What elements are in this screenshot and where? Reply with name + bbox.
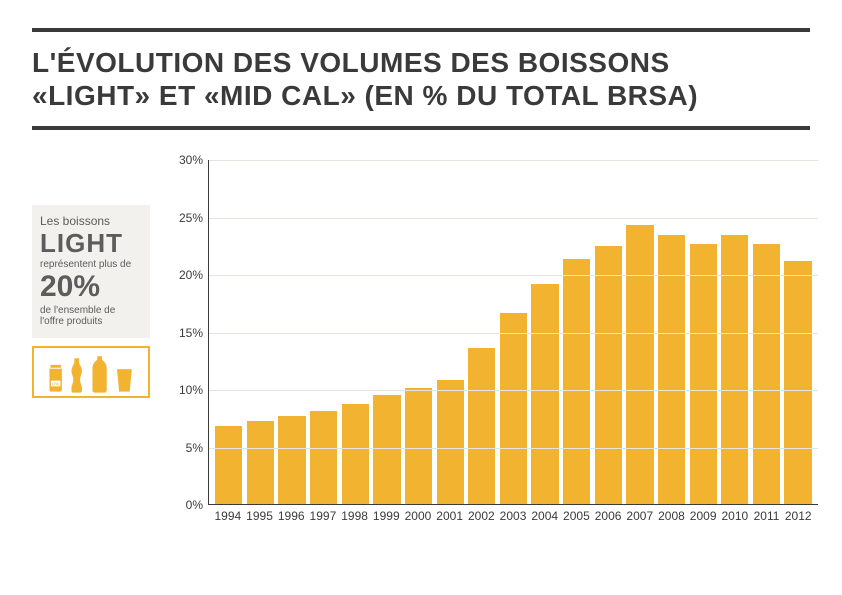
content-row: Les boissons LIGHT représentent plus de … xyxy=(32,160,810,523)
callout-percent: 20% xyxy=(40,270,142,305)
y-tick-label: 25% xyxy=(179,211,209,225)
x-tick-label: 2003 xyxy=(497,509,529,523)
bar xyxy=(753,244,780,504)
bar xyxy=(405,388,432,504)
bar xyxy=(215,426,242,504)
x-tick-label: 2010 xyxy=(719,509,751,523)
plot-area: 0%5%10%15%20%25%30% xyxy=(208,160,818,505)
callout-box: Les boissons LIGHT représentent plus de … xyxy=(32,205,150,398)
x-tick-label: 2000 xyxy=(402,509,434,523)
y-tick-label: 10% xyxy=(179,383,209,397)
x-tick-label: 2011 xyxy=(751,509,783,523)
bar-chart: 0%5%10%15%20%25%30% 19941995199619971998… xyxy=(208,160,818,523)
bar xyxy=(247,421,274,504)
callout-lead: Les boissons xyxy=(40,215,142,229)
bar xyxy=(437,380,464,504)
bar xyxy=(310,411,337,504)
x-tick-label: 2004 xyxy=(529,509,561,523)
callout-tail-2: l'offre produits xyxy=(40,316,142,328)
callout-big-word: LIGHT xyxy=(40,229,142,259)
callout-icons: 0% xyxy=(32,346,150,398)
y-tick-label: 20% xyxy=(179,268,209,282)
svg-text:0%: 0% xyxy=(52,381,60,387)
x-tick-label: 2009 xyxy=(687,509,719,523)
bar xyxy=(468,348,495,504)
beverage-icons: 0% xyxy=(36,352,146,394)
x-tick-label: 2012 xyxy=(782,509,814,523)
x-tick-label: 1999 xyxy=(370,509,402,523)
x-tick-label: 2007 xyxy=(624,509,656,523)
bar xyxy=(500,313,527,504)
bar xyxy=(373,395,400,504)
x-tick-label: 2002 xyxy=(466,509,498,523)
title-line-2: «LIGHT» ET «MID CAL» (EN % DU TOTAL BRSA… xyxy=(32,80,698,111)
chart-wrap: 0%5%10%15%20%25%30% 19941995199619971998… xyxy=(158,160,818,523)
x-axis-labels: 1994199519961997199819992000200120022003… xyxy=(208,505,818,523)
title-block: L'ÉVOLUTION DES VOLUMES DES BOISSONS «LI… xyxy=(32,28,810,130)
x-tick-label: 1997 xyxy=(307,509,339,523)
bar xyxy=(278,416,305,505)
bar xyxy=(690,244,717,504)
callout-tail-1: de l'ensemble de xyxy=(40,305,142,317)
bar xyxy=(784,261,811,504)
x-tick-label: 2006 xyxy=(592,509,624,523)
bar xyxy=(563,259,590,504)
page-title: L'ÉVOLUTION DES VOLUMES DES BOISSONS «LI… xyxy=(32,46,810,112)
y-tick-label: 15% xyxy=(179,326,209,340)
gridline xyxy=(209,333,818,334)
callout-mid: représentent plus de xyxy=(40,259,142,271)
gridline xyxy=(209,218,818,219)
bar xyxy=(342,404,369,504)
y-tick-label: 0% xyxy=(186,498,209,512)
x-tick-label: 2005 xyxy=(561,509,593,523)
y-tick-label: 30% xyxy=(179,153,209,167)
x-tick-label: 1996 xyxy=(275,509,307,523)
gridline xyxy=(209,448,818,449)
x-tick-label: 2008 xyxy=(656,509,688,523)
bar xyxy=(595,246,622,504)
x-tick-label: 1994 xyxy=(212,509,244,523)
x-tick-label: 1998 xyxy=(339,509,371,523)
callout-text: Les boissons LIGHT représentent plus de … xyxy=(32,205,150,338)
x-tick-label: 2001 xyxy=(434,509,466,523)
bar xyxy=(626,225,653,504)
bar xyxy=(531,284,558,504)
y-tick-label: 5% xyxy=(186,441,209,455)
gridline xyxy=(209,275,818,276)
title-line-1: L'ÉVOLUTION DES VOLUMES DES BOISSONS xyxy=(32,47,670,78)
x-tick-label: 1995 xyxy=(244,509,276,523)
gridline xyxy=(209,390,818,391)
gridline xyxy=(209,160,818,161)
